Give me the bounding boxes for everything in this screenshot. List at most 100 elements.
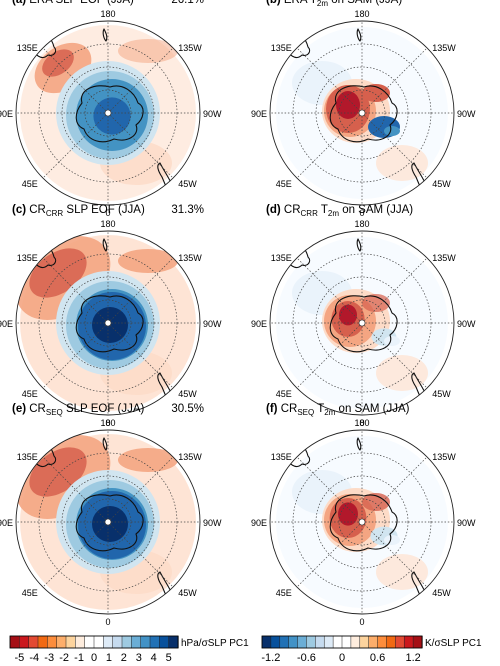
longitude-label-lower-left: 45E	[22, 588, 38, 598]
longitude-label-bottom: 0	[359, 208, 364, 218]
longitude-label-upper-left: 135E	[271, 43, 292, 53]
panel-title-text-tail: T	[318, 204, 328, 216]
longitude-label-bottom: 0	[359, 617, 364, 627]
panel-title-text: ERA SLP EOF (JJA)	[29, 0, 134, 6]
colorbar-swatch	[93, 635, 104, 649]
longitude-label-bottom: 0	[105, 617, 110, 627]
colorbar-swatch	[377, 635, 388, 649]
antarctica-coastline	[75, 85, 144, 143]
colorbar-tick-label: -0.6	[297, 652, 316, 664]
graticule	[16, 231, 200, 415]
colorbar-swatch	[159, 635, 170, 649]
colorbar-tick-label: -5	[14, 652, 24, 664]
colorbar-swatch	[279, 635, 290, 649]
longitude-label-right: 90W	[203, 319, 222, 329]
colorbar-swatch	[112, 635, 123, 649]
graticule	[270, 21, 454, 205]
graticule	[270, 231, 454, 415]
colorbar-units: hPa/σSLP PC1	[181, 638, 249, 649]
longitude-label-lower-left: 45E	[22, 179, 38, 189]
antarctica-coastline	[75, 494, 144, 552]
colorbar-swatch	[270, 635, 281, 649]
colorbar-tick-label: 0	[339, 652, 345, 664]
panel-title-text-tail: on SAM (JJA)	[328, 0, 402, 6]
panel-letter: (f)	[266, 403, 281, 415]
panel-title: (f) CRSEQ T2m on SAM (JJA)	[266, 403, 410, 417]
colorbar-tick-label: 5	[166, 652, 172, 664]
explained-variance: 30.5%	[171, 403, 204, 415]
colorbar: -1.2 -0.6 0 0.6 1.2 K/σSLP PC1	[261, 635, 482, 664]
longitude-label-right: 90W	[457, 319, 476, 329]
longitude-label-left: 90E	[251, 518, 267, 528]
pole-marker	[104, 109, 112, 117]
colorbar-swatch	[359, 635, 370, 649]
panel-title-text-tail-2: on SAM (JJA)	[339, 204, 413, 216]
colorbar-swatch	[168, 635, 179, 649]
colorbar-swatch	[315, 635, 325, 649]
longitude-label-lower-left: 45E	[276, 179, 292, 189]
colorbar-swatch	[403, 635, 414, 649]
panel-letter: (a)	[12, 0, 29, 6]
colorbar-swatch	[412, 635, 423, 649]
antarctica-coastline	[329, 85, 398, 143]
longitude-label-left: 90E	[251, 109, 267, 119]
panel-title: (e) CRSEQ SLP EOF (JJA)	[12, 403, 145, 417]
colorbar-tick-label: -3	[44, 652, 54, 664]
colorbar-swatch	[368, 635, 379, 649]
colorbar-tick-label: 0	[91, 652, 97, 664]
new-zealand-coastline	[102, 238, 108, 252]
new-zealand-coastline	[356, 437, 362, 451]
panel-title: (c) CRCRR SLP EOF (JJA)	[12, 204, 145, 218]
panel-title: (b) ERA T2m on SAM (JJA)	[266, 0, 402, 8]
panel-title-subscript: CRR	[301, 209, 319, 218]
panel-letter: (e)	[12, 403, 29, 415]
panel-title-subscript: CRR	[46, 209, 64, 218]
panel-title-subscript: SEQ	[297, 408, 314, 417]
longitude-label-lower-right: 45W	[432, 179, 451, 189]
colorbar-swatch	[395, 635, 405, 649]
colorbar-swatch	[386, 635, 396, 649]
colorbar-swatch	[103, 635, 114, 649]
longitude-label-left: 90E	[251, 319, 267, 329]
pole-marker	[104, 319, 112, 327]
panel-title-subscript: SEQ	[46, 408, 63, 417]
colorbar-swatch	[297, 635, 308, 649]
colorbar-tick-label: -1.2	[261, 652, 280, 664]
colorbar-swatch	[131, 635, 142, 649]
longitude-label-lower-right: 45W	[178, 179, 197, 189]
longitude-label-lower-right: 45W	[432, 588, 451, 598]
longitude-label-top: 180	[100, 418, 115, 428]
longitude-label-upper-left: 135E	[17, 43, 38, 53]
colorbar-swatch	[37, 635, 48, 649]
panel-letter: (d)	[266, 204, 284, 216]
new-zealand-coastline	[356, 238, 362, 252]
panel-title: (a) ERA SLP EOF (JJA)	[12, 0, 134, 6]
colorbar-swatch	[75, 635, 86, 649]
map-boundary	[15, 20, 201, 206]
map-boundary	[15, 230, 201, 416]
colorbar-swatch	[47, 635, 58, 649]
longitude-label-bottom: 0	[105, 208, 110, 218]
longitude-label-lower-right: 45W	[432, 389, 451, 399]
colorbar-swatch	[65, 635, 76, 649]
map-boundary	[269, 20, 455, 206]
graticule	[16, 21, 200, 205]
panel-title-text: CR	[281, 403, 298, 415]
longitude-label-right: 90W	[203, 109, 222, 119]
longitude-label-lower-left: 45E	[276, 588, 292, 598]
colorbar-swatch	[288, 635, 299, 649]
new-zealand-coastline	[102, 28, 108, 42]
longitude-label-lower-right: 45W	[178, 588, 197, 598]
longitude-label-right: 90W	[457, 518, 476, 528]
longitude-label-upper-right: 135W	[432, 452, 456, 462]
longitude-label-top: 180	[100, 9, 115, 19]
colorbar-tick-label: 3	[136, 652, 142, 664]
pole-marker	[358, 518, 366, 526]
longitude-label-top: 180	[354, 9, 369, 19]
longitude-label-upper-left: 135E	[17, 253, 38, 263]
longitude-label-upper-right: 135W	[178, 43, 202, 53]
colorbar-swatch	[261, 635, 272, 649]
longitude-label-top: 180	[354, 219, 369, 229]
colorbar-tick-label: -1	[74, 652, 84, 664]
